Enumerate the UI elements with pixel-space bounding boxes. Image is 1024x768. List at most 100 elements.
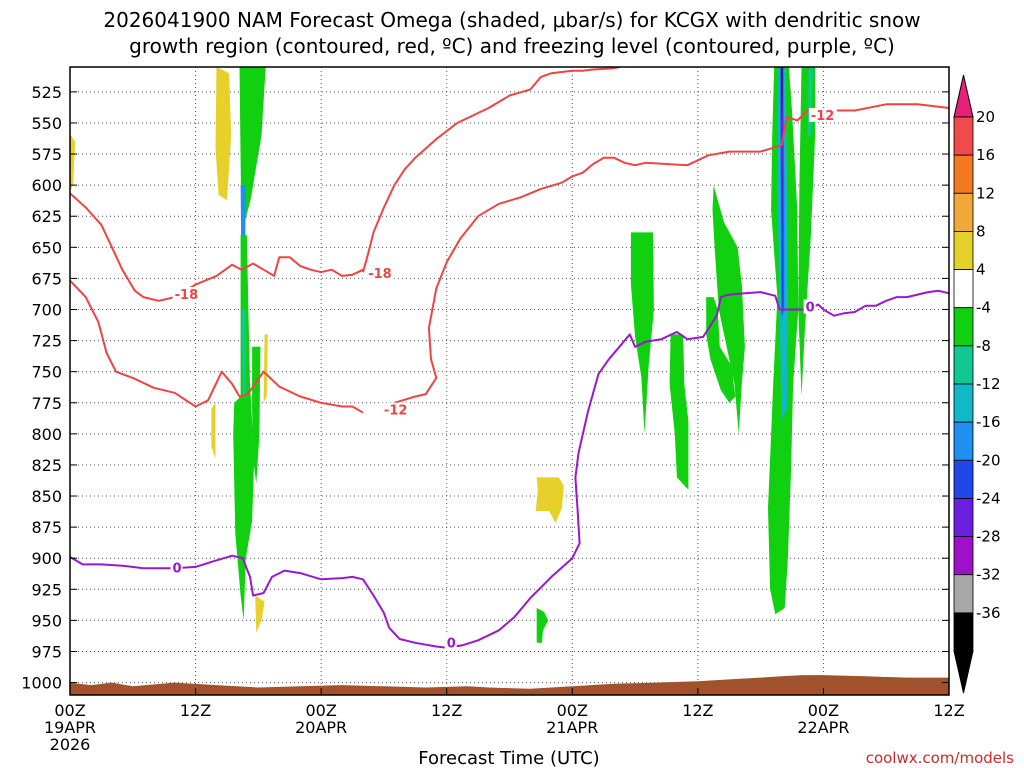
colorbar-swatch xyxy=(953,498,974,537)
y-tick-label: 650 xyxy=(31,238,62,257)
omega-region xyxy=(239,67,266,235)
y-tick-label: 725 xyxy=(31,332,62,351)
y-tick-label: 550 xyxy=(31,114,62,133)
y-tick-label: 875 xyxy=(31,518,62,537)
snow-growth-minus-18-low xyxy=(70,279,364,414)
x-tick-label: 22APR xyxy=(797,718,849,737)
contour-layer xyxy=(70,67,949,649)
omega-shading-layer xyxy=(70,67,816,643)
colorbar-label: -24 xyxy=(976,489,1001,507)
contour-label: -12 xyxy=(384,404,408,419)
colorbar-swatch xyxy=(953,116,974,156)
contour-label-bg xyxy=(803,299,816,314)
colorbar-label: -8 xyxy=(976,337,991,355)
omega-region xyxy=(215,67,232,201)
colorbar-label: -12 xyxy=(976,375,1001,393)
y-tick-label: 950 xyxy=(31,611,62,630)
y-tick-label: 775 xyxy=(31,394,62,413)
y-tick-label: 800 xyxy=(31,425,62,444)
omega-region xyxy=(669,334,689,490)
colorbar-swatch xyxy=(953,383,974,423)
plot-frame xyxy=(69,66,950,696)
colorbar-label: 8 xyxy=(976,222,986,240)
colorbar-swatch xyxy=(953,345,974,385)
contour-label-bg xyxy=(444,635,457,650)
snow-growth-minus-12-top xyxy=(362,67,624,273)
colorbar-swatch xyxy=(953,459,974,499)
y-tick-label: 700 xyxy=(31,300,62,319)
credit-link[interactable]: coolwx.com/models xyxy=(866,749,1014,767)
y-tick-label: 575 xyxy=(31,145,62,164)
y-tick-label: 900 xyxy=(31,549,62,568)
terrain-fill xyxy=(70,675,949,695)
omega-region xyxy=(630,232,654,434)
y-tick-label: 600 xyxy=(31,176,62,195)
colorbar-swatch xyxy=(953,231,974,270)
snow-growth-minus-18-high xyxy=(70,191,364,302)
omega-region xyxy=(263,334,268,403)
omega-region xyxy=(798,67,816,397)
omega-region xyxy=(70,133,76,192)
chart-title-line-1: 2026041900 NAM Forecast Omega (shaded, μ… xyxy=(103,8,920,32)
omega-region xyxy=(233,234,255,621)
colorbar-label: 16 xyxy=(976,146,995,164)
x-tick-label: 12Z xyxy=(431,701,462,720)
colorbar-label: -36 xyxy=(976,604,1001,622)
contour-label-layer: -18 -18 -12 -12 0 0 0 xyxy=(170,107,837,651)
y-tick-label: 975 xyxy=(31,642,62,661)
x-axis-title: Forecast Time (UTC) xyxy=(418,748,599,768)
colorbar-label: -20 xyxy=(976,451,1001,469)
colorbar: 20 16 12 8 4 -4 -8 -12 -16 -20 -24 -28 -32 -36 xyxy=(953,74,1001,694)
omega-region xyxy=(536,608,549,643)
contour-label: 0 xyxy=(447,636,456,651)
contour-label-bg xyxy=(381,402,410,417)
contour-label-bg xyxy=(808,107,837,122)
x-tick-label: 12Z xyxy=(682,701,713,720)
y-tick-label: 750 xyxy=(31,363,62,382)
y-tick-label: 925 xyxy=(31,580,62,599)
omega-region xyxy=(781,67,783,123)
colorbar-swatch xyxy=(953,307,974,347)
omega-region xyxy=(211,402,216,459)
colorbar-swatch xyxy=(953,269,974,309)
colorbar-swatch xyxy=(953,192,974,232)
y-tick-label: 525 xyxy=(31,83,62,102)
omega-region xyxy=(712,185,745,434)
colorbar-swatch xyxy=(953,154,974,194)
contour-label-bg xyxy=(172,287,201,302)
contour-label: 0 xyxy=(173,562,182,577)
y-axis: 525 550 575 600 625 650 675 700 725 750 775 800 825 8… xyxy=(21,83,949,693)
snow-growth-minus-12-right xyxy=(394,103,949,404)
omega-region xyxy=(535,477,564,524)
x-tick-label: 20APR xyxy=(295,718,347,737)
omega-region xyxy=(255,595,265,633)
omega-region xyxy=(252,346,261,484)
colorbar-swatch xyxy=(953,536,974,576)
freezing-level-0c xyxy=(70,289,949,649)
contour-label-bg xyxy=(170,560,183,575)
x-tick-label: 00Z xyxy=(557,701,588,720)
colorbar-bottom-arrow xyxy=(953,650,974,694)
contour-label-bg xyxy=(366,265,395,280)
y-tick-label: 1000 xyxy=(21,674,62,693)
contour-label: -12 xyxy=(811,109,835,124)
y-tick-label: 850 xyxy=(31,487,62,506)
colorbar-label: 20 xyxy=(976,108,995,126)
terrain-layer xyxy=(70,675,949,695)
colorbar-swatch xyxy=(953,612,974,652)
colorbar-label: -16 xyxy=(976,413,1001,431)
contour-label: -18 xyxy=(368,267,392,282)
plot-area: -18 -18 -12 -12 0 0 0 xyxy=(69,66,950,696)
colorbar-label: -32 xyxy=(976,566,1001,584)
chart-title-line-2: growth region (contoured, red, ºC) and f… xyxy=(129,34,895,58)
colorbar-swatch xyxy=(953,421,974,461)
colorbar-label: -4 xyxy=(976,299,991,317)
colorbar-label: 4 xyxy=(976,261,986,279)
x-tick-label: 12Z xyxy=(933,701,964,720)
y-tick-label: 825 xyxy=(31,456,62,475)
colorbar-label: -28 xyxy=(976,528,1001,546)
x-tick-label: 19APR xyxy=(44,718,96,737)
